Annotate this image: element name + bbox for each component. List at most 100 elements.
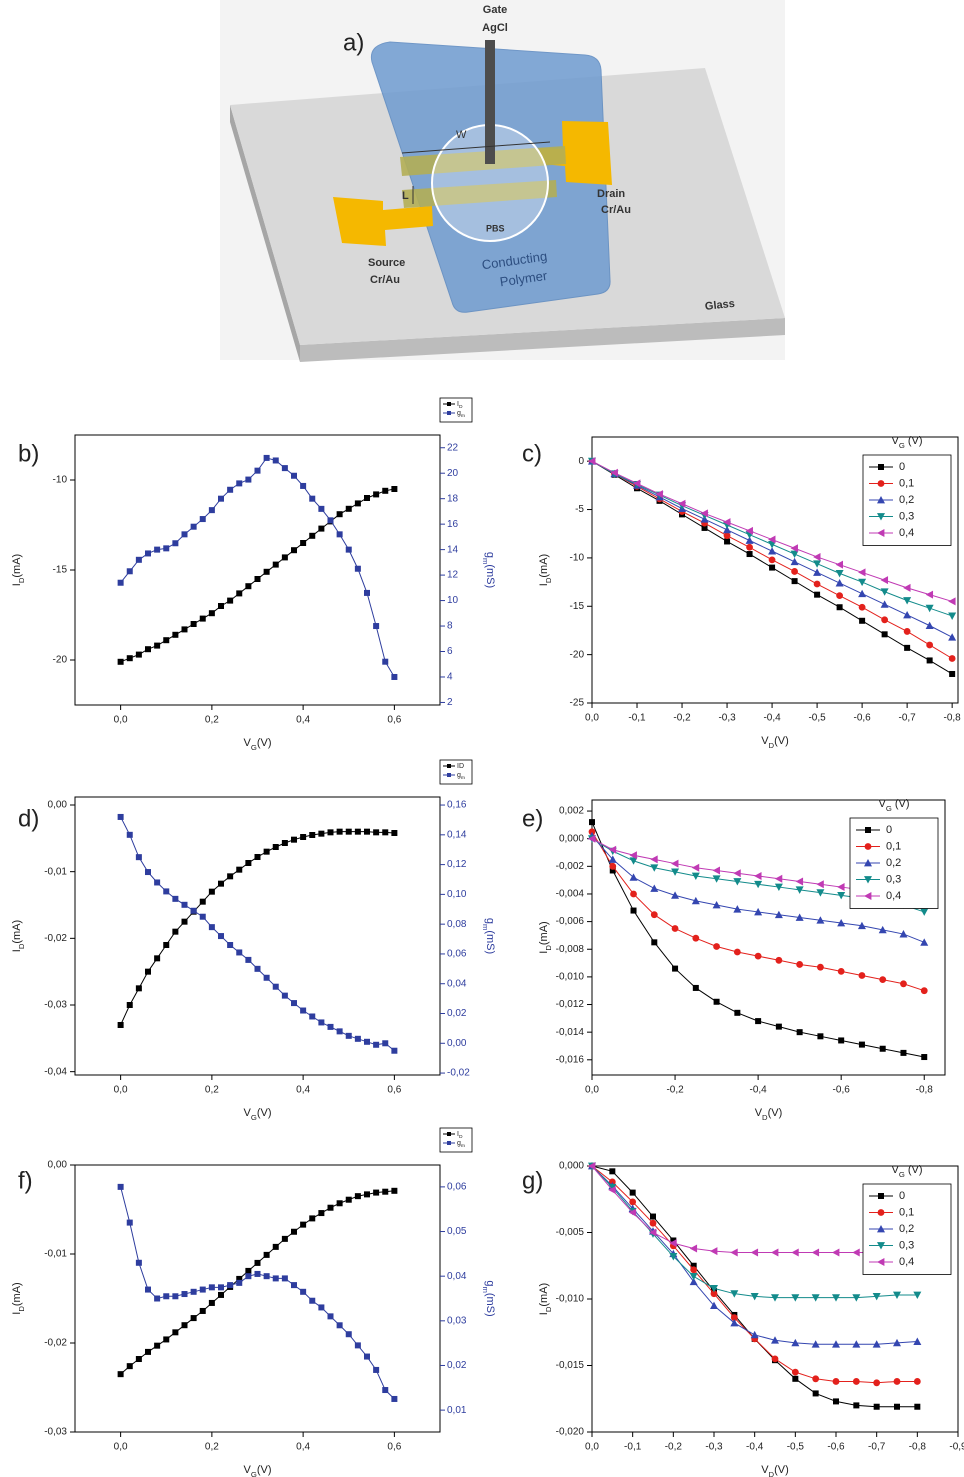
marker (172, 631, 179, 638)
marker (754, 880, 763, 889)
marker (771, 1355, 779, 1363)
marker (218, 1291, 224, 1298)
marker (864, 892, 872, 900)
y-tick-label: -0,03 (44, 1000, 67, 1011)
x-axis-label: VG(V) (244, 1464, 272, 1477)
marker (948, 612, 957, 620)
series-line (120, 457, 395, 678)
marker (774, 874, 783, 883)
marker (691, 863, 700, 872)
marker (272, 561, 279, 568)
x-tick-label: -0,6 (833, 1085, 851, 1096)
marker (145, 1286, 151, 1293)
polymer-channel (370, 41, 611, 313)
marker (838, 1037, 845, 1044)
y2-tick-label: 2 (447, 697, 453, 708)
marker (610, 468, 618, 477)
x-tick-label: 0,2 (205, 1442, 219, 1453)
marker (382, 1188, 389, 1195)
marker (650, 1213, 656, 1220)
marker (208, 1284, 215, 1291)
marker (893, 1338, 901, 1347)
y-tick-label: 0,000 (559, 833, 584, 844)
marker (354, 500, 361, 507)
marker (816, 880, 824, 889)
legend-marker (447, 411, 451, 415)
marker (754, 907, 763, 916)
marker (796, 961, 804, 968)
marker (649, 1219, 657, 1227)
y-tick-label: -15 (570, 601, 585, 612)
marker (859, 617, 866, 624)
x-tick-label: 0,4 (296, 1442, 310, 1453)
marker (672, 965, 679, 972)
marker (382, 1040, 389, 1047)
channel-strip (402, 180, 557, 208)
marker (190, 907, 197, 914)
marker (858, 972, 866, 979)
marker (858, 589, 867, 598)
legend-label: ID (457, 401, 463, 410)
y-tick-label: 0 (578, 456, 584, 467)
marker (172, 540, 179, 547)
marker (154, 879, 161, 886)
marker (690, 1262, 697, 1269)
drain-electrode (540, 121, 612, 185)
y2-tick-label: 20 (447, 468, 459, 479)
marker (671, 891, 680, 899)
marker (629, 873, 638, 881)
x-tick-label: 0,2 (205, 715, 219, 726)
marker (291, 836, 297, 843)
marker (336, 1028, 343, 1035)
marker (712, 901, 721, 909)
series-line (120, 816, 395, 1052)
marker (272, 1243, 279, 1250)
y-tick-label: -0,02 (44, 933, 67, 944)
legend-label: 0 (886, 824, 892, 836)
marker (655, 490, 663, 499)
marker (774, 910, 783, 919)
marker (745, 526, 753, 535)
marker (588, 828, 596, 836)
marker (391, 673, 398, 680)
marker (126, 1002, 133, 1008)
marker (254, 965, 261, 972)
y2-tick-label: 0,04 (447, 1271, 467, 1282)
marker (832, 1294, 840, 1302)
source-label: Source (368, 257, 405, 269)
marker (768, 547, 777, 555)
marker (135, 556, 142, 563)
x-axis-label: VD(V) (761, 735, 789, 750)
marker (795, 886, 804, 894)
source-label: Cr/Au (370, 274, 400, 286)
marker (864, 843, 872, 850)
y-tick-label: 0,002 (559, 806, 584, 817)
marker (190, 523, 197, 530)
marker (771, 1248, 779, 1257)
marker (880, 600, 889, 608)
marker (755, 1018, 762, 1025)
marker (774, 883, 783, 892)
marker (835, 579, 844, 587)
marker (336, 1200, 343, 1207)
x-tick-label: 0,6 (387, 715, 401, 726)
marker (775, 956, 783, 964)
marker (629, 851, 637, 860)
marker (199, 913, 206, 920)
y-tick-label: -5 (575, 504, 584, 515)
marker (364, 589, 370, 596)
marker (671, 859, 679, 868)
marker (588, 457, 596, 466)
marker (227, 486, 234, 493)
y-tick-label: -0,012 (556, 999, 585, 1010)
marker (904, 644, 911, 651)
marker (172, 895, 179, 902)
marker (837, 883, 845, 892)
x-tick-label: -0,3 (705, 1442, 723, 1453)
y-tick-label: -0,014 (556, 1027, 585, 1038)
marker (754, 952, 762, 960)
y-axis-label: ID(mA) (538, 921, 553, 953)
marker (382, 1387, 389, 1394)
marker (126, 831, 133, 838)
pbs-label: PBS (486, 223, 505, 233)
